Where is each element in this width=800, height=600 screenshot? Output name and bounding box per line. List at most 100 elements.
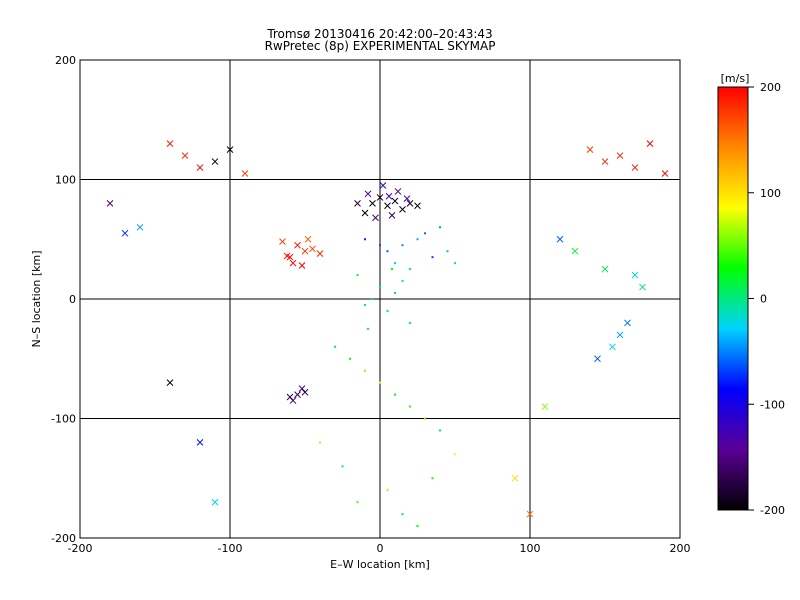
data-point-x (369, 200, 376, 207)
x-tick-label: 100 (520, 542, 541, 555)
y-tick-label: 100 (55, 174, 76, 187)
data-point-dot (409, 321, 411, 324)
colorbar-tick-label: -200 (760, 504, 785, 517)
data-point-x (211, 498, 219, 506)
data-point-dot (356, 274, 359, 277)
data-point-x (616, 152, 624, 159)
data-point-dot (341, 465, 344, 468)
chart-subtitle: RwPretec (8p) EXPERIMENTAL SKYMAP (264, 39, 496, 53)
data-point-x (399, 206, 406, 213)
data-point-dot (319, 441, 321, 444)
plot-frame (79, 59, 681, 539)
data-point-x (601, 265, 609, 273)
data-point-dot (391, 268, 393, 271)
data-point-x (309, 245, 316, 253)
data-point-x (586, 146, 594, 153)
y-tick-label: -200 (51, 532, 76, 545)
data-point-dot (401, 280, 404, 283)
data-point-dot (454, 453, 456, 456)
data-point-x (106, 200, 114, 207)
data-point-x (279, 238, 286, 245)
data-point-dot (454, 262, 456, 265)
x-axis-label: E–W location [km] (330, 558, 430, 571)
x-tick-label: 0 (377, 542, 384, 555)
data-point-x (283, 252, 291, 260)
data-point-dot (394, 292, 396, 295)
data-point-x (294, 241, 301, 249)
data-point-dot (431, 477, 434, 480)
data-point-dot (386, 489, 389, 492)
data-point-x (511, 474, 519, 482)
colorbar-label: [m/s] (721, 72, 750, 85)
data-point-dot (364, 238, 366, 241)
data-point-dot (371, 298, 374, 300)
grid-lines (80, 60, 680, 538)
colorbar-tick-label: 0 (760, 293, 767, 306)
data-point-dot (431, 256, 434, 259)
data-point-x (384, 202, 391, 210)
data-point-x (388, 211, 396, 219)
data-point-x (289, 259, 297, 267)
y-tick-label: -100 (51, 413, 76, 426)
data-point-x (298, 262, 306, 269)
data-point-dot (386, 250, 389, 253)
data-point-dot (394, 393, 396, 396)
data-point-dot (379, 381, 381, 384)
data-point-dot (409, 268, 411, 271)
data-point-dot (446, 250, 449, 253)
data-point-x (354, 200, 361, 207)
data-point-dot (416, 238, 419, 241)
data-point-x (631, 271, 639, 279)
data-point-x (136, 223, 144, 231)
data-point-dot (439, 226, 441, 229)
data-point-dot (424, 417, 426, 420)
data-point-x (403, 195, 411, 202)
data-point-x (616, 331, 624, 339)
data-point-x (376, 194, 384, 201)
data-point-x (301, 247, 309, 255)
colorbar-tick-label: 100 (760, 187, 781, 200)
data-point-x (121, 229, 129, 237)
data-point-x (241, 170, 249, 177)
data-point-x (631, 164, 639, 171)
data-point-dot (364, 303, 366, 306)
data-points (106, 140, 669, 528)
data-point-dot (424, 232, 426, 235)
data-point-x (385, 192, 393, 200)
data-point-dot (386, 309, 389, 312)
data-point-x (361, 209, 369, 217)
data-point-x (316, 250, 324, 257)
data-point-dot (364, 369, 366, 372)
data-point-dot (379, 244, 381, 247)
data-point-dot (356, 501, 359, 504)
data-point-dot (394, 262, 396, 265)
x-tick-label: -100 (218, 542, 243, 555)
data-point-x (372, 214, 379, 222)
data-point-dot (416, 525, 419, 528)
y-axis-label: N–S location [km] (30, 250, 43, 347)
colorbar-tick-label: -100 (760, 398, 785, 411)
data-point-dot (367, 327, 369, 330)
data-point-x (556, 235, 564, 243)
data-point-x (294, 391, 301, 398)
data-point-x (609, 343, 616, 351)
data-point-x (624, 319, 631, 327)
data-point-x (196, 164, 204, 171)
data-point-x (661, 170, 669, 177)
data-point-x (639, 283, 646, 291)
data-point-dot (401, 244, 404, 247)
data-point-dot (379, 286, 381, 289)
data-point-x (304, 235, 312, 243)
data-point-x (594, 355, 601, 363)
data-point-x (196, 439, 204, 446)
data-point-dot (349, 357, 351, 360)
data-point-x (571, 247, 579, 255)
data-point-dot (409, 405, 411, 408)
data-point-x (406, 200, 414, 207)
data-point-x (379, 182, 387, 189)
data-point-x (181, 152, 189, 159)
data-point-dot (334, 345, 336, 348)
data-point-x (541, 403, 549, 410)
data-point-x (394, 188, 402, 195)
